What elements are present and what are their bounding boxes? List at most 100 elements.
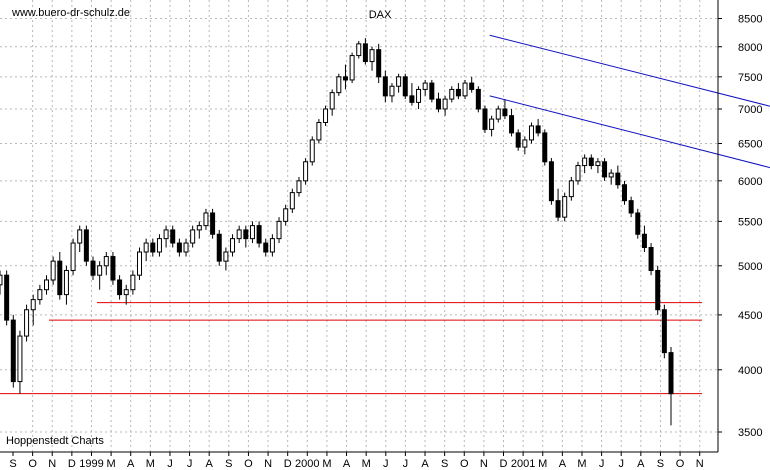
candle-body	[103, 256, 109, 267]
x-tick-label: A	[343, 458, 351, 470]
candle-body	[210, 212, 216, 235]
candle-body	[123, 289, 129, 296]
x-tick-label: A	[421, 458, 429, 470]
candle-body	[349, 55, 355, 81]
candle-body	[77, 229, 83, 244]
x-tick-label: N	[480, 458, 488, 470]
candle-body	[409, 95, 415, 103]
candle-body	[230, 238, 236, 253]
candle-body	[336, 76, 342, 94]
candle-body	[309, 139, 315, 163]
candle-body	[10, 319, 16, 383]
x-tick-label: J	[167, 458, 173, 470]
candle-body	[356, 43, 362, 57]
candle-body	[489, 118, 495, 130]
candle-body	[249, 225, 255, 240]
chart-title: DAX	[369, 9, 392, 21]
candle-body	[382, 76, 388, 97]
y-tick-label: 5500	[738, 216, 762, 228]
candle-body	[289, 192, 295, 210]
candle-body	[30, 299, 36, 311]
candle-body	[196, 225, 202, 231]
candle-body	[117, 279, 123, 296]
x-tick-label: A	[637, 458, 645, 470]
candle-body	[263, 242, 269, 253]
candle-body	[502, 108, 508, 117]
candle-body	[256, 225, 262, 244]
candle-body	[283, 208, 289, 222]
x-tick-label: S	[225, 458, 232, 470]
candle-body	[303, 161, 309, 182]
candle-body	[635, 212, 641, 235]
candle-body	[137, 251, 143, 276]
candle-body	[449, 88, 455, 100]
candle-body	[435, 98, 441, 110]
candle-body	[396, 76, 402, 87]
y-tick-label: 8000	[738, 42, 762, 54]
trend-channel	[489, 34, 770, 169]
candle-body	[568, 180, 574, 198]
candle-body	[369, 49, 375, 63]
candle-body	[509, 115, 515, 134]
candle-body	[50, 260, 56, 281]
x-tick-label: M	[577, 458, 586, 470]
candle-body	[17, 335, 23, 383]
x-tick-label: M	[322, 458, 331, 470]
candle-body	[562, 196, 568, 218]
candle-body	[475, 88, 481, 110]
candle-body	[276, 220, 282, 240]
x-tick-label: S	[9, 458, 16, 470]
x-tick-label: D	[284, 458, 292, 470]
candle-body	[143, 242, 149, 253]
candle-body	[150, 242, 156, 253]
candle-body	[110, 256, 116, 281]
candle-body	[130, 274, 136, 291]
x-tick-label: J	[403, 458, 409, 470]
grid-lines	[0, 0, 718, 452]
candle-body	[83, 229, 89, 262]
x-tick-label: O	[676, 458, 685, 470]
candle-body	[190, 229, 196, 244]
x-tick-label: N	[696, 458, 704, 470]
candle-body	[37, 289, 43, 301]
y-tick-label: 6500	[738, 139, 762, 151]
x-tick-label: S	[441, 458, 448, 470]
candle-body	[615, 172, 621, 186]
x-tick-label: O	[244, 458, 253, 470]
x-tick-label: M	[107, 458, 116, 470]
candle-body	[515, 132, 521, 148]
candle-body	[608, 172, 614, 178]
candle-body	[595, 161, 601, 167]
x-tick-label: J	[599, 458, 605, 470]
candle-body	[57, 260, 63, 296]
trend-channel-upper	[489, 34, 770, 107]
candle-body	[522, 139, 528, 148]
x-axis: S O N D 1999 M A M J J A S O N D 2000 M A M J J A S O N D 2001 M A M J…	[9, 452, 704, 470]
candle-body	[442, 98, 448, 110]
candle-body	[641, 233, 647, 249]
candle-body	[602, 161, 608, 178]
candle-body	[455, 88, 461, 97]
x-tick-label: 2001	[511, 458, 535, 470]
y-axis: 3500 4000 4500 5000 5500 6000 6500 7000 7500 8000…	[718, 14, 762, 439]
candle-body	[402, 76, 408, 97]
x-tick-label: J	[618, 458, 624, 470]
y-tick-label: 7000	[738, 104, 762, 116]
candle-body	[243, 229, 249, 240]
candle-body	[528, 125, 534, 141]
candle-body	[269, 238, 275, 253]
y-tick-label: 8500	[738, 14, 762, 26]
candle-body	[342, 76, 348, 81]
candle-body	[535, 125, 541, 134]
candle-body	[389, 85, 395, 97]
candle-body	[422, 82, 428, 90]
y-tick-label: 4500	[738, 310, 762, 322]
candle-body	[661, 309, 667, 354]
x-tick-label: S	[657, 458, 664, 470]
candle-body	[469, 82, 475, 90]
x-tick-label: N	[48, 458, 56, 470]
candle-body	[316, 121, 322, 141]
candle-body	[628, 200, 634, 214]
candle-body	[588, 157, 594, 167]
candle-body	[97, 265, 103, 276]
